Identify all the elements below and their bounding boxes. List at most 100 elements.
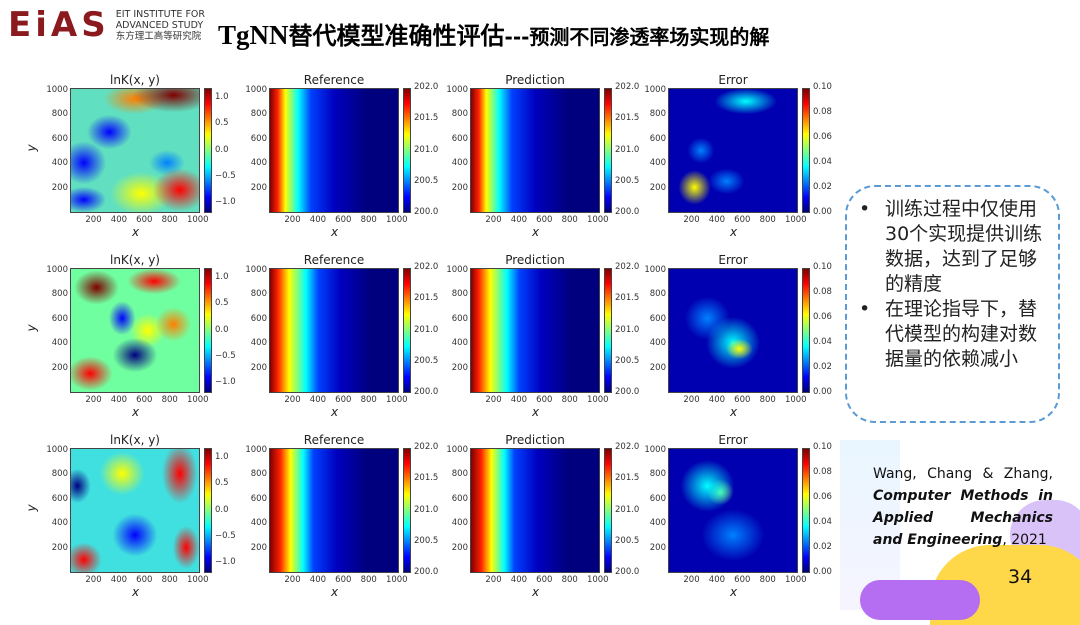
colorbar-tick-label: 202.0 <box>615 262 640 272</box>
colorbar-tick-label: 202.0 <box>414 442 439 452</box>
x-tick-label: 800 <box>161 575 178 585</box>
x-tick-label: 400 <box>708 575 726 585</box>
x-tick-label: 800 <box>561 575 578 585</box>
x-tick-label: 1000 <box>784 395 807 405</box>
x-tick-label: 1000 <box>586 575 609 585</box>
x-tick-label: 200 <box>85 575 102 585</box>
colorbar <box>802 88 810 213</box>
x-tick-label: 400 <box>510 575 528 585</box>
colorbar-tick-label: 201.0 <box>615 504 640 515</box>
heatmap-error <box>668 268 798 393</box>
y-axis-label: y <box>24 323 39 332</box>
colorbar <box>403 268 411 393</box>
heatmap-error <box>668 88 798 213</box>
x-tick-label: 200 <box>85 395 102 405</box>
colorbar-tick-label: 0.10 <box>813 442 832 452</box>
colorbar-tick-label: 0.06 <box>813 132 832 142</box>
colorbar-tick-label: 0.10 <box>813 262 832 272</box>
bullet-text: 在理论指导下，替代模型的构建对数据量的依赖减小 <box>885 298 1038 370</box>
x-tick-label: 400 <box>309 215 327 225</box>
x-tick-label: 800 <box>759 215 776 225</box>
plot-title: lnK(x, y) <box>109 433 160 447</box>
colorbar-tick-label: 0.04 <box>813 517 832 527</box>
colorbar-tick-label: 0.02 <box>813 182 832 192</box>
colorbar-tick-label: 202.0 <box>615 82 640 92</box>
bullet-icon: • <box>859 198 871 220</box>
colorbar <box>604 88 612 213</box>
colorbar-tick-label: 200.0 <box>414 567 439 577</box>
y-tick-label: 1000 <box>644 264 666 275</box>
y-tick-label: 200 <box>51 362 68 373</box>
colorbar-tick-label: 0.00 <box>813 207 832 217</box>
y-tick-label: 400 <box>250 518 267 529</box>
x-tick-label: 600 <box>335 215 352 225</box>
y-tick-label: 200 <box>451 182 468 193</box>
institute-logo: EiAS EIT INSTITUTE FOR ADVANCED STUDY 东方… <box>8 8 205 42</box>
y-tick-label: 200 <box>649 542 666 553</box>
x-tick-label: 400 <box>510 215 528 225</box>
colorbar-tick-label: 202.0 <box>414 262 439 272</box>
y-tick-label: 800 <box>649 289 666 300</box>
bullet-icon: • <box>859 298 871 320</box>
y-tick-label: 400 <box>250 158 267 169</box>
x-tick-label: 800 <box>759 575 776 585</box>
x-tick-label: 600 <box>734 575 751 585</box>
x-axis-label: x <box>532 225 540 239</box>
colorbar-tick-label: 0.5 <box>215 118 229 129</box>
x-tick-label: 200 <box>284 395 301 405</box>
x-tick-label: 600 <box>136 215 153 225</box>
x-tick-label: 1000 <box>385 575 408 585</box>
colorbar-tick-label: 200.5 <box>414 535 439 546</box>
plot-title: Prediction <box>505 73 565 87</box>
y-tick-label: 1000 <box>644 444 666 455</box>
heatmap-prediction <box>470 448 600 573</box>
background-decoration <box>860 580 980 620</box>
x-axis-label: x <box>730 225 738 239</box>
y-tick-label: 200 <box>250 362 267 373</box>
colorbar <box>204 88 212 213</box>
y-tick-label: 1000 <box>46 84 68 95</box>
x-tick-label: 600 <box>536 215 553 225</box>
x-tick-label: 400 <box>110 395 128 405</box>
x-axis-label: x <box>132 585 140 599</box>
y-tick-label: 200 <box>649 182 666 193</box>
heatmap-lnk <box>70 268 200 393</box>
y-tick-label: 600 <box>51 313 68 324</box>
x-tick-label: 200 <box>485 215 502 225</box>
x-axis-label: x <box>331 585 339 599</box>
heatmap-lnk <box>70 448 200 573</box>
colorbar-tick-label: 201.0 <box>414 144 439 155</box>
colorbar <box>604 268 612 393</box>
plot-title: Prediction <box>505 433 565 447</box>
x-tick-label: 1000 <box>586 395 609 405</box>
x-tick-label: 1000 <box>186 575 209 585</box>
x-tick-label: 800 <box>360 395 377 405</box>
colorbar-tick-label: 202.0 <box>414 82 439 92</box>
plot-title: Reference <box>303 73 365 87</box>
y-tick-label: 200 <box>451 362 468 373</box>
x-tick-label: 600 <box>734 215 751 225</box>
colorbar-tick-label: 0.08 <box>813 287 832 297</box>
x-tick-label: 200 <box>683 395 700 405</box>
colorbar-tick-label: 200.0 <box>615 387 640 397</box>
x-tick-label: 800 <box>161 395 178 405</box>
colorbar-tick-label: 201.5 <box>414 113 439 124</box>
colorbar-tick-label: 0.5 <box>215 298 229 309</box>
x-axis-label: x <box>132 405 140 419</box>
x-axis-label: x <box>532 405 540 419</box>
citation-year: , 2021 <box>1002 532 1047 548</box>
x-tick-label: 1000 <box>784 575 807 585</box>
x-tick-label: 200 <box>284 215 301 225</box>
y-tick-label: 600 <box>451 493 468 504</box>
heatmap-reference <box>269 448 399 573</box>
x-tick-label: 600 <box>335 395 352 405</box>
title-model: TgNN <box>218 20 289 50</box>
x-tick-label: 400 <box>510 395 528 405</box>
colorbar-tick-label: 201.5 <box>414 473 439 484</box>
colorbar-tick-label: 201.5 <box>615 473 640 484</box>
colorbar-tick-label: 200.0 <box>615 567 640 577</box>
y-tick-label: 800 <box>649 109 666 120</box>
colorbar-tick-label: 0.04 <box>813 157 832 167</box>
colorbar-tick-label: 0.06 <box>813 312 832 322</box>
y-tick-label: 1000 <box>644 84 666 95</box>
